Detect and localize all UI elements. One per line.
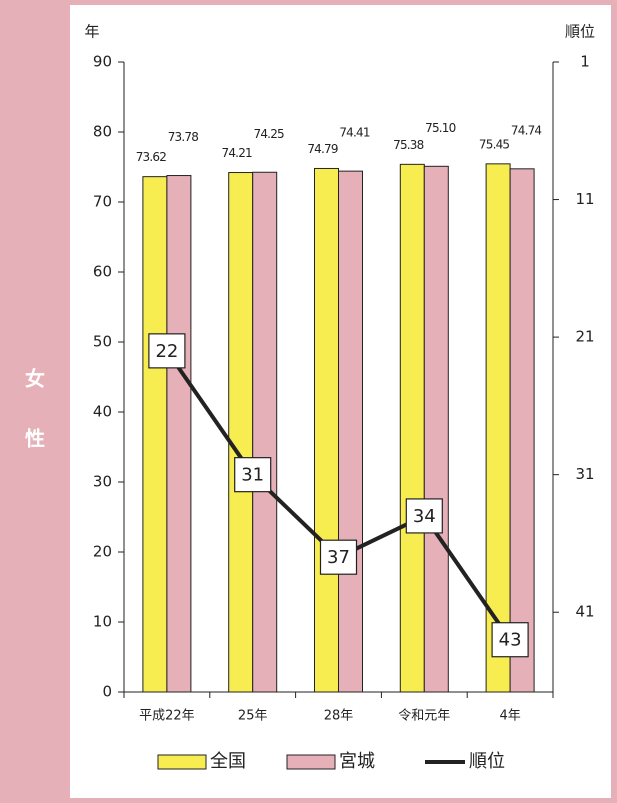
y-tick-label: 0: [102, 683, 112, 701]
rank-box: [405, 498, 443, 534]
bar: [252, 171, 278, 693]
y-tick-label: 70: [93, 193, 112, 211]
y-tick-label: 40: [93, 403, 112, 421]
rank-box: [491, 622, 529, 658]
rank-label: 31: [241, 465, 264, 486]
y-axis-label: 年: [84, 23, 99, 41]
value-label: 75.38: [393, 138, 424, 152]
y-tick-label: 60: [93, 263, 112, 281]
value-label: 74.74: [511, 123, 542, 137]
y2-tick-label: 1: [580, 53, 590, 71]
side-label: 性: [25, 427, 45, 451]
bar: [142, 176, 168, 693]
rank-label: 22: [155, 341, 178, 362]
y2-tick-label: 31: [575, 465, 594, 483]
bar: [509, 168, 535, 693]
value-label: 73.78: [168, 130, 199, 144]
y2-tick-label: 21: [575, 328, 594, 346]
bar: [338, 170, 363, 693]
y2-axis-label: 順位: [565, 23, 595, 41]
x-tick-label: 25年: [238, 709, 268, 724]
value-label: 73.62: [136, 150, 167, 164]
legend-label: 宮城: [339, 751, 375, 772]
rank-label: 37: [327, 547, 350, 568]
x-tick-label: 平成22年: [139, 709, 195, 724]
value-label: 74.79: [307, 142, 338, 156]
y-tick-label: 90: [93, 53, 112, 71]
x-tick-label: 令和元年: [398, 709, 450, 724]
legend-swatch: [157, 754, 207, 770]
bar: [314, 167, 339, 693]
rank-label: 43: [499, 630, 522, 651]
y-tick-label: 20: [93, 543, 112, 561]
legend-label: 順位: [469, 751, 505, 772]
y-tick-label: 10: [93, 613, 112, 631]
value-label: 75.10: [425, 121, 456, 135]
y-tick-label: 80: [93, 123, 112, 141]
rank-box: [234, 457, 272, 493]
value-label: 74.25: [254, 127, 285, 141]
y-tick-label: 30: [93, 473, 112, 491]
rank-box: [319, 539, 358, 575]
rank-box: [148, 333, 186, 369]
bar: [228, 172, 254, 693]
value-label: 74.21: [222, 146, 253, 160]
rank-label: 34: [413, 506, 436, 527]
bar: [166, 175, 192, 693]
legend-swatch: [286, 754, 336, 770]
y2-tick-label: 41: [575, 603, 594, 621]
y-tick-label: 50: [93, 333, 112, 351]
value-label: 74.41: [339, 126, 370, 140]
bar: [423, 165, 449, 693]
bar: [399, 163, 425, 693]
side-label: 女: [25, 367, 45, 391]
legend-label: 全国: [210, 751, 246, 772]
y2-tick-label: 11: [575, 190, 594, 208]
x-tick-label: 4年: [499, 709, 520, 724]
x-tick-label: 28年: [324, 709, 354, 724]
value-label: 75.45: [479, 137, 510, 151]
